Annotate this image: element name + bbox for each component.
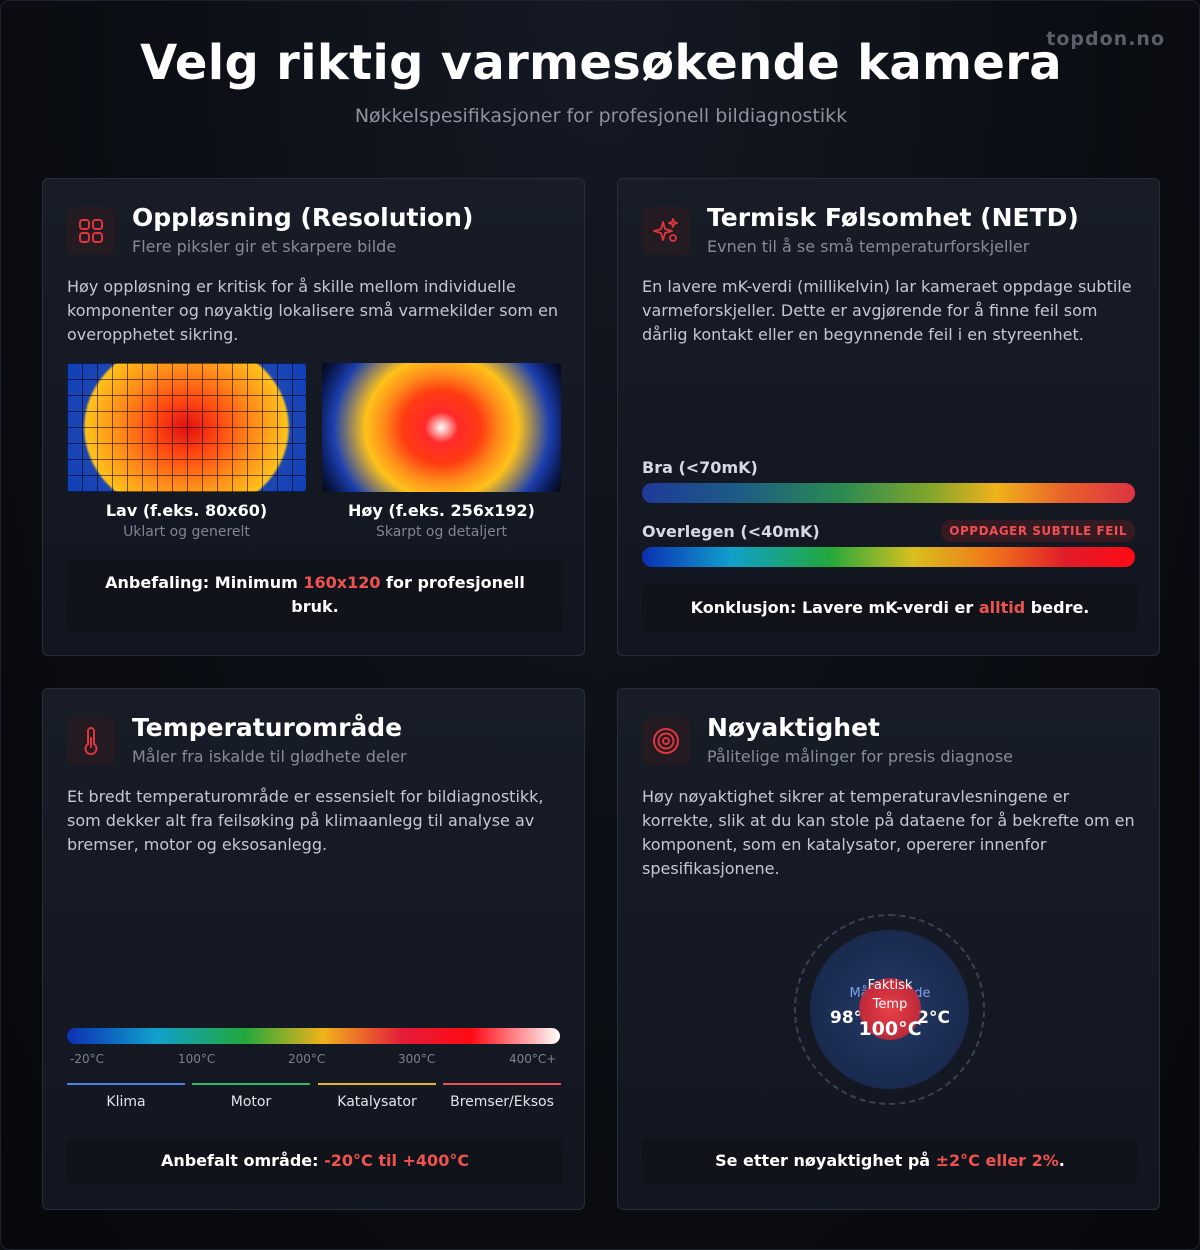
netd-superior-bar [642,547,1135,567]
netd-good-label: Bra (<70mK) [642,458,758,477]
thermometer-icon [67,717,115,765]
zone-line-brakes [443,1083,561,1085]
card-accuracy: Nøyaktighet Pålitelige målinger for pres… [617,688,1160,1210]
tick-label: 200°C [288,1052,326,1066]
page-title: Velg riktig varmesøkende kamera [140,35,1062,91]
recommendation-box: Anbefalt område: -20°C til +400°C [67,1138,563,1184]
recommendation-text: Anbefalt område: [160,1151,325,1170]
card-resolution: Oppløsning (Resolution) Flere piksler gi… [42,178,585,656]
low-resolution-thermal-image [67,363,306,492]
brand-logo[interactable]: topdon.no [1046,28,1165,50]
card-thermal-sensitivity: Termisk Følsomhet (NETD) Evnen til å se … [617,178,1160,656]
card-title: Oppløsning (Resolution) [132,203,474,232]
grid-icon [67,207,115,255]
card-description: En lavere mK-verdi (millikelvin) lar kam… [642,277,1132,344]
accuracy-outer-ring [794,914,985,1105]
target-icon [642,717,690,765]
recommendation-text: Se etter nøyaktighet på [715,1151,936,1170]
card-title: Nøyaktighet [707,713,881,742]
subtle-faults-badge: OPPDAGER SUBTILE FEIL [941,520,1135,542]
low-resolution-caption: Uklart og generelt [123,524,250,540]
zone-line-catalyst [318,1083,436,1085]
page-subtitle: Nøkkelspesifikasjoner for profesjonell b… [354,105,848,127]
sparkles-icon [642,207,690,255]
card-description: Høy oppløsning er kritisk for å skille m… [67,277,559,344]
recommendation-text-end: . [1058,1151,1065,1170]
recommendation-box: Se etter nøyaktighet på ±2°C eller 2%. [642,1138,1138,1184]
recommendation-highlight: alltid [978,598,1026,617]
card-subtitle: Pålitelige målinger for presis diagnose [707,747,1013,766]
low-resolution-label: Lav (f.eks. 80x60) [105,501,268,520]
tick-label: -20°C [70,1052,104,1066]
card-subtitle: Måler fra iskalde til glødhete deler [132,747,407,766]
recommendation-box: Konklusjon: Lavere mK-verdi er alltid be… [642,584,1138,632]
recommendation-text-end: for profesjonell bruk. [291,573,525,616]
netd-good-bar [642,483,1135,503]
card-title: Termisk Følsomhet (NETD) [707,203,1079,232]
recommendation-box: Anbefaling: Minimum 160x120 for profesjo… [67,560,563,632]
tick-label: 100°C [178,1052,216,1066]
high-resolution-label: Høy (f.eks. 256x192) [348,501,535,520]
card-description: Høy nøyaktighet sikrer at temperaturavle… [642,787,1135,878]
high-resolution-caption: Skarpt og detaljert [375,524,508,540]
high-resolution-thermal-image [322,363,561,492]
tick-label: 400°C+ [509,1052,557,1066]
recommendation-text-end: bedre. [1025,598,1090,617]
actual-temp-label: Faktisk Temp [867,978,913,1012]
card-temperature-range: Temperaturområde Måler fra iskalde til g… [42,688,585,1210]
card-subtitle: Evnen til å se små temperaturforskjeller [707,237,1030,256]
zone-label-brakes: Bremser/Eksos [450,1094,554,1110]
recommendation-text: Konklusjon: Lavere mK-verdi er [690,598,979,617]
actual-temperature-dot [859,978,921,1040]
netd-superior-label: Overlegen (<40mK) [642,522,820,541]
recommendation-highlight: ±2°C eller 2% [935,1151,1059,1170]
temperature-range-bar [67,1028,560,1044]
card-title: Temperaturområde [132,713,403,742]
recommendation-text: Anbefaling: Minimum [105,573,304,592]
card-description: Et bredt temperaturområde er essensielt … [67,787,544,854]
zone-line-climate [67,1083,185,1085]
tick-label: 300°C [398,1052,436,1066]
zone-line-engine [192,1083,310,1085]
zone-label-climate: Klima [106,1094,146,1110]
zone-label-catalyst: Katalysator [337,1094,417,1110]
zone-label-engine: Motor [230,1094,272,1110]
recommendation-highlight: -20°C til +400°C [324,1151,470,1170]
actual-temp-value: 100°C [858,1018,922,1040]
recommendation-highlight: 160x120 [303,573,381,592]
card-subtitle: Flere piksler gir et skarpere bilde [132,237,397,256]
